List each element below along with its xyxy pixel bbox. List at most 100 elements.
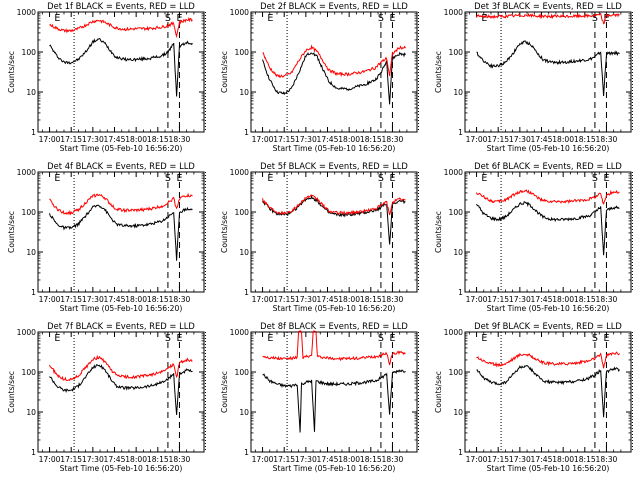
chart-title: Det 5f BLACK = Events, RED = LLD xyxy=(260,161,408,171)
chart-title: Det 4f BLACK = Events, RED = LLD xyxy=(47,161,195,171)
series-line-events xyxy=(476,200,620,256)
x-axis-label: Start Time (05-Feb-10 16:56:20) xyxy=(487,464,610,473)
y-tick-label: 1 xyxy=(31,448,36,457)
chart-title: Det 7f BLACK = Events, RED = LLD xyxy=(47,321,195,331)
event-marker-e: E xyxy=(54,173,60,184)
x-tick-label: 17:00 xyxy=(466,295,488,304)
x-tick-label: 17:45 xyxy=(104,295,126,304)
event-marker-e: E xyxy=(481,173,487,184)
plot-frame xyxy=(37,11,205,133)
event-marker-e: E xyxy=(267,173,273,184)
event-marker-s: S xyxy=(592,173,598,184)
chart-panel-1: Det 1f BLACK = Events, RED = LLD 1 10 100 10… xyxy=(7,1,206,153)
plot-frame xyxy=(37,331,205,453)
y-tick-label: 1 xyxy=(458,448,463,457)
event-marker-e: E xyxy=(176,333,182,344)
x-axis-label: Start Time (05-Feb-10 16:56:20) xyxy=(273,304,396,313)
x-tick-label: 18:30 xyxy=(169,455,191,464)
chart-panel-4: Det 4f BLACK = Events, RED = LLD 1 10 100 10… xyxy=(7,161,206,313)
x-tick-label: 18:00 xyxy=(338,135,360,144)
chart-title: Det 3f BLACK = Events, RED = LLD xyxy=(474,1,622,11)
series-line-events xyxy=(49,204,193,261)
x-tick-label: 17:00 xyxy=(252,295,274,304)
y-tick-label: 100 xyxy=(449,208,464,217)
x-tick-label: 18:30 xyxy=(169,135,191,144)
x-tick-label: 17:30 xyxy=(509,455,531,464)
x-tick-label: 18:00 xyxy=(552,295,574,304)
x-tick-label: 17:30 xyxy=(82,455,104,464)
y-tick-label: 1 xyxy=(31,128,36,137)
event-marker-e: E xyxy=(267,333,273,344)
x-tick-label: 18:15 xyxy=(360,295,382,304)
series-line-lld xyxy=(476,189,620,205)
x-tick-label: 18:00 xyxy=(338,455,360,464)
event-marker-e: E xyxy=(389,173,395,184)
plot-frame xyxy=(250,331,418,453)
y-tick-label: 10 xyxy=(26,408,36,417)
x-tick-label: 17:30 xyxy=(509,135,531,144)
series-line-events xyxy=(262,194,406,245)
y-axis-label: Counts/sec xyxy=(434,211,443,253)
event-marker-e: E xyxy=(389,13,395,24)
chart-title: Det 6f BLACK = Events, RED = LLD xyxy=(474,161,622,171)
series-line-lld xyxy=(49,16,193,39)
chart-title: Det 2f BLACK = Events, RED = LLD xyxy=(260,1,408,11)
series-line-lld xyxy=(262,194,406,216)
chart-panel-5: Det 5f BLACK = Events, RED = LLD 1 10 100 10… xyxy=(220,161,419,313)
chart-title: Det 9f BLACK = Events, RED = LLD xyxy=(474,321,622,331)
x-tick-label: 17:45 xyxy=(104,455,126,464)
x-tick-label: 17:00 xyxy=(466,455,488,464)
x-tick-label: 18:30 xyxy=(382,295,404,304)
x-axis-label: Start Time (05-Feb-10 16:56:20) xyxy=(487,144,610,153)
chart-panel-3: Det 3f BLACK = Events, RED = LLD 1 10 100 10… xyxy=(434,1,633,153)
y-tick-label: 10 xyxy=(239,88,249,97)
event-marker-e: E xyxy=(603,333,609,344)
x-tick-label: 17:15 xyxy=(273,135,295,144)
y-tick-label: 1 xyxy=(31,288,36,297)
y-axis-label: Counts/sec xyxy=(220,51,229,93)
y-tick-label: 1 xyxy=(458,128,463,137)
y-tick-label: 1000 xyxy=(17,8,36,17)
y-tick-label: 1 xyxy=(244,288,249,297)
event-marker-e: E xyxy=(389,333,395,344)
y-tick-label: 1000 xyxy=(444,328,463,337)
chart-panel-2: Det 2f BLACK = Events, RED = LLD 1 10 100 10… xyxy=(220,1,419,153)
x-tick-label: 17:30 xyxy=(295,455,317,464)
event-marker-e: E xyxy=(54,13,60,24)
plot-frame xyxy=(250,171,418,293)
x-tick-label: 17:45 xyxy=(531,455,553,464)
y-tick-label: 10 xyxy=(453,88,463,97)
x-tick-label: 17:15 xyxy=(487,455,509,464)
y-tick-label: 10 xyxy=(453,408,463,417)
x-tick-label: 18:00 xyxy=(125,135,147,144)
series-line-lld xyxy=(262,330,406,366)
plot-frame xyxy=(250,11,418,133)
series-line-lld xyxy=(49,192,193,216)
x-tick-label: 18:30 xyxy=(596,455,618,464)
x-tick-label: 17:15 xyxy=(487,295,509,304)
chart-title: Det 8f BLACK = Events, RED = LLD xyxy=(260,321,408,331)
x-tick-label: 18:30 xyxy=(169,295,191,304)
y-tick-label: 1000 xyxy=(230,168,249,177)
x-axis-label: Start Time (05-Feb-10 16:56:20) xyxy=(273,464,396,473)
event-marker-s: S xyxy=(592,333,598,344)
event-marker-s: S xyxy=(165,333,171,344)
x-tick-label: 18:15 xyxy=(574,135,596,144)
x-tick-label: 18:00 xyxy=(552,135,574,144)
y-tick-label: 1 xyxy=(244,128,249,137)
x-tick-label: 18:15 xyxy=(147,455,169,464)
x-tick-label: 18:30 xyxy=(382,455,404,464)
x-tick-label: 17:00 xyxy=(39,135,61,144)
x-tick-label: 18:15 xyxy=(574,295,596,304)
x-tick-label: 17:45 xyxy=(317,295,339,304)
x-tick-label: 18:15 xyxy=(574,455,596,464)
x-tick-label: 17:00 xyxy=(252,455,274,464)
event-marker-s: S xyxy=(165,13,171,24)
y-axis-label: Counts/sec xyxy=(220,371,229,413)
x-axis-label: Start Time (05-Feb-10 16:56:20) xyxy=(487,304,610,313)
x-tick-label: 17:30 xyxy=(295,135,317,144)
y-tick-label: 10 xyxy=(239,408,249,417)
event-marker-e: E xyxy=(603,13,609,24)
y-tick-label: 1000 xyxy=(17,328,36,337)
